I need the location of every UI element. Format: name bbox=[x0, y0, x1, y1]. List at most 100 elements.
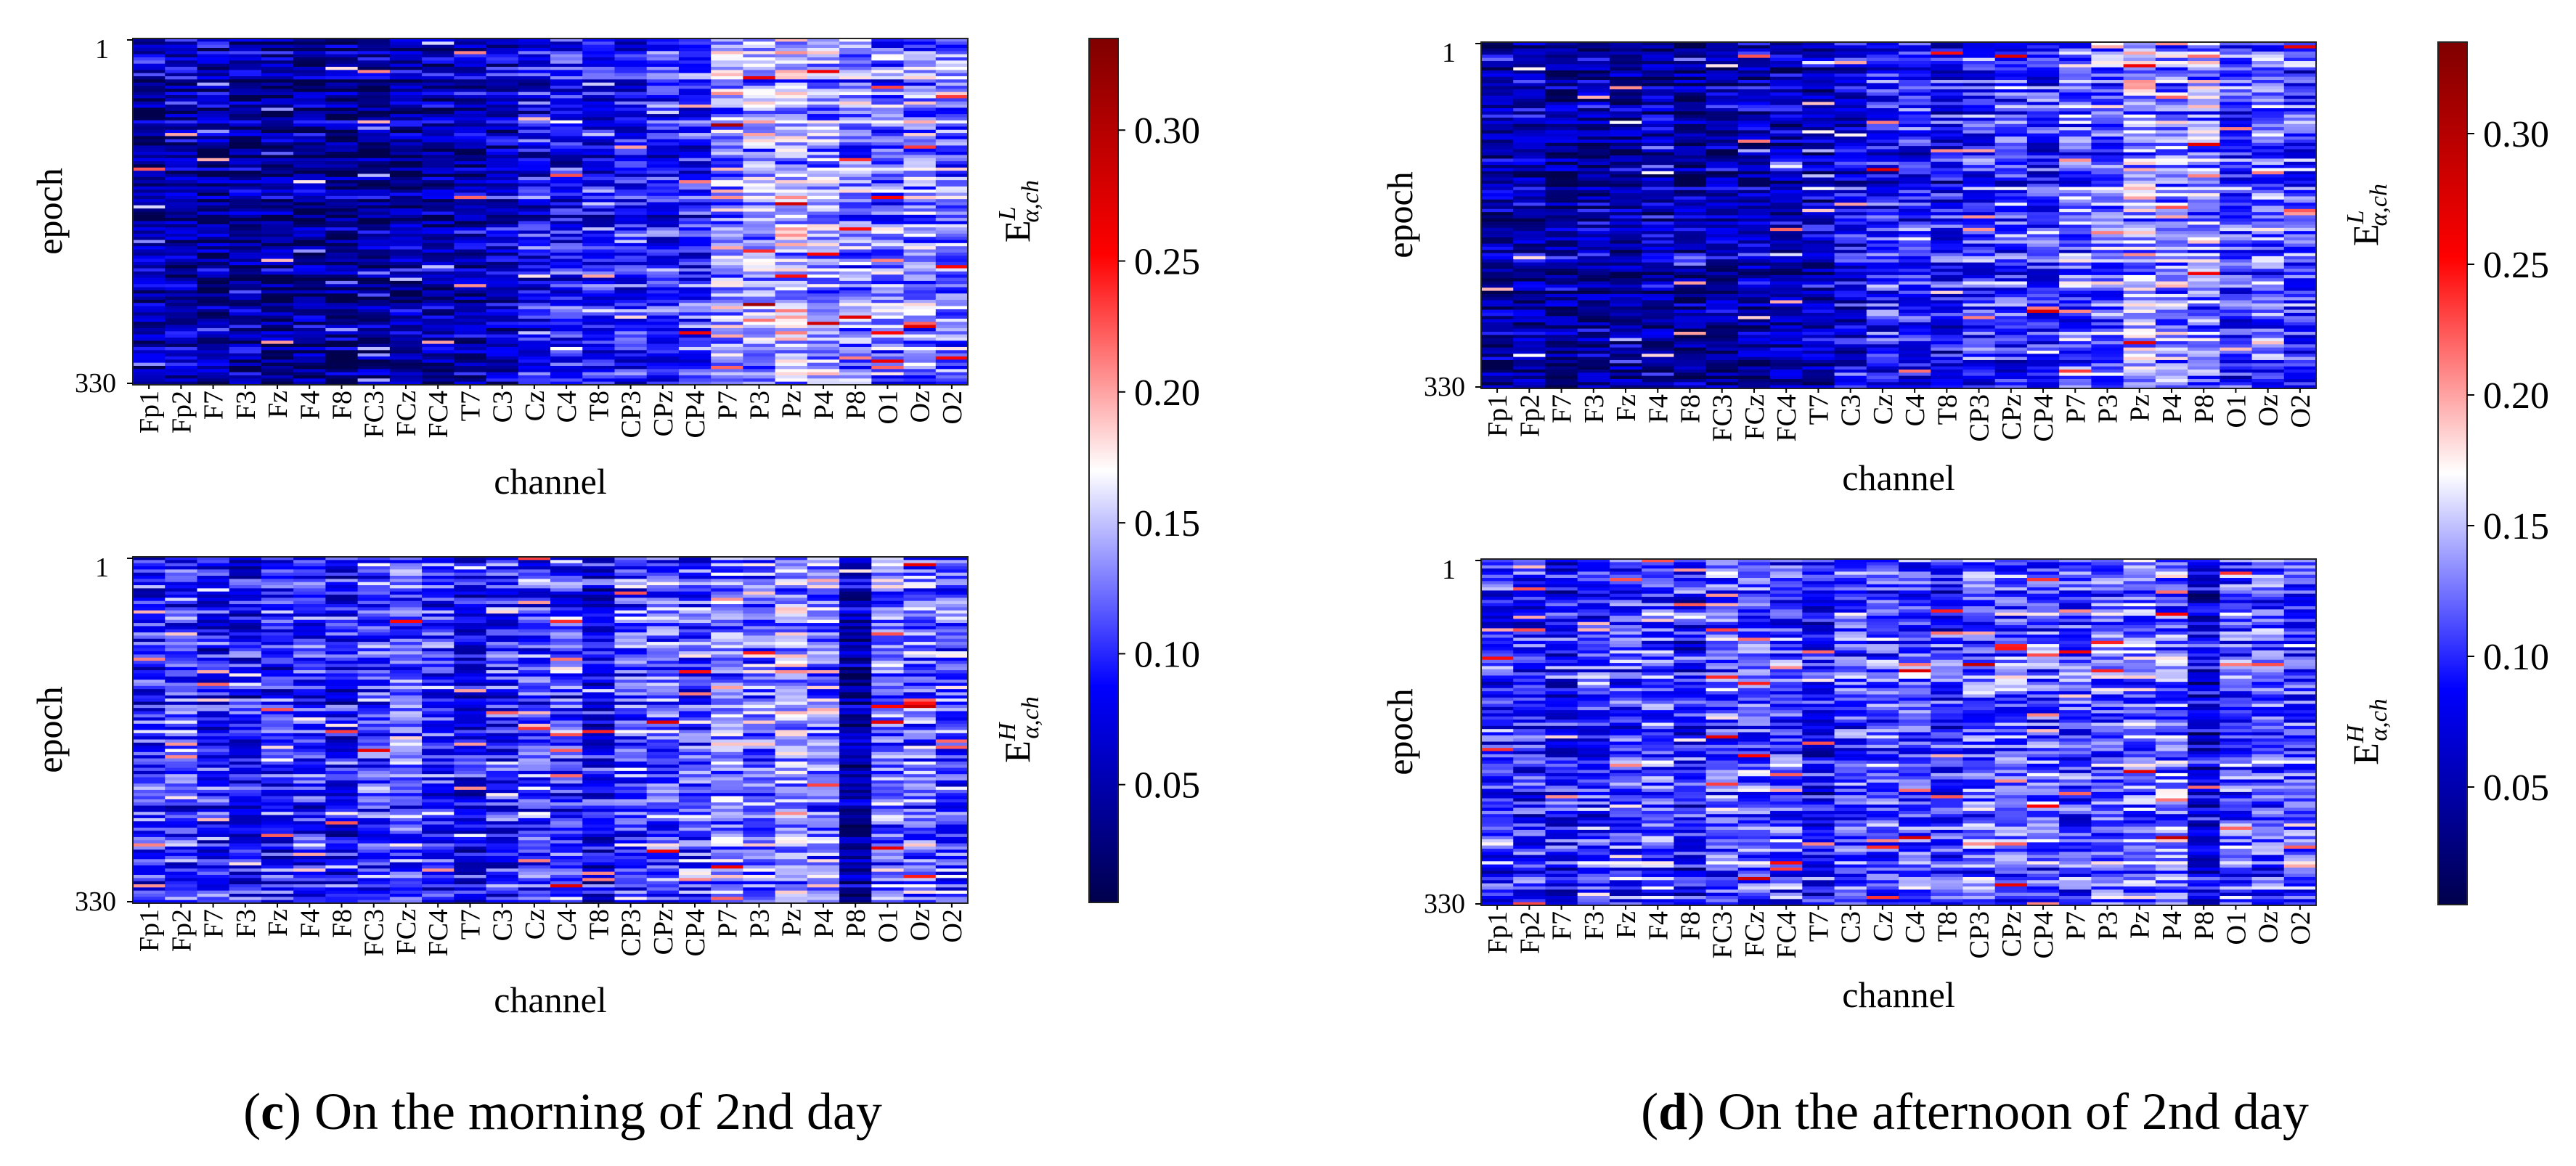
heatmap-cell bbox=[165, 152, 198, 156]
heatmap-cell bbox=[871, 372, 905, 376]
heatmap-cell bbox=[293, 51, 326, 55]
heatmap-cell bbox=[646, 309, 680, 313]
heatmap-cell bbox=[935, 214, 969, 219]
heatmap-cell bbox=[229, 237, 262, 241]
heatmap-cell bbox=[550, 680, 583, 684]
heatmap-cell bbox=[293, 751, 326, 756]
heatmap-cell bbox=[646, 60, 680, 65]
heatmap-cell bbox=[229, 110, 262, 115]
heatmap-cell bbox=[711, 76, 743, 80]
heatmap-cell bbox=[422, 101, 455, 105]
heatmap-cell bbox=[871, 258, 905, 263]
heatmap-cell bbox=[678, 595, 712, 598]
heatmap-cell bbox=[229, 123, 262, 128]
heatmap-cell bbox=[871, 378, 905, 383]
heatmap-cell bbox=[261, 751, 294, 756]
heatmap-cell bbox=[646, 629, 680, 633]
heatmap-cell bbox=[197, 145, 230, 150]
heatmap-cell bbox=[775, 176, 808, 181]
heatmap-cell bbox=[325, 362, 359, 367]
heatmap-cell bbox=[229, 783, 262, 788]
heatmap-cell bbox=[165, 563, 198, 567]
heatmap-cell bbox=[678, 195, 712, 200]
heatmap-cell bbox=[807, 689, 840, 693]
heatmap-cell bbox=[389, 623, 423, 627]
heatmap-cell bbox=[454, 369, 487, 373]
heatmap-cell bbox=[325, 673, 359, 677]
heatmap-cell bbox=[165, 343, 198, 348]
heatmap-cell bbox=[711, 293, 743, 298]
heatmap-cell bbox=[165, 793, 198, 797]
heatmap-cell bbox=[486, 246, 519, 250]
heatmap-cell bbox=[518, 221, 551, 225]
heatmap-cell bbox=[646, 598, 680, 602]
heatmap-cell bbox=[486, 105, 519, 108]
heatmap-cell bbox=[871, 290, 905, 294]
heatmap-cell bbox=[743, 322, 776, 326]
heatmap-cell bbox=[133, 161, 166, 166]
heatmap-cell bbox=[646, 676, 680, 680]
heatmap-cell bbox=[935, 107, 969, 112]
heatmap-cell bbox=[486, 799, 519, 803]
heatmap-cell bbox=[807, 362, 840, 367]
heatmap-cell bbox=[133, 661, 166, 665]
heatmap-cell bbox=[325, 666, 359, 671]
heatmap-cell bbox=[743, 114, 776, 118]
heatmap-cell bbox=[582, 793, 616, 797]
heatmap-cell bbox=[582, 51, 616, 55]
heatmap-cell bbox=[422, 192, 455, 197]
heatmap-cell bbox=[486, 613, 519, 617]
heatmap-cell bbox=[197, 86, 230, 89]
heatmap-cell bbox=[871, 303, 905, 307]
heatmap-cell bbox=[678, 704, 712, 709]
heatmap-cell bbox=[871, 280, 905, 285]
heatmap-cell bbox=[871, 369, 905, 373]
heatmap-cell bbox=[550, 101, 583, 105]
heatmap-cell bbox=[261, 566, 294, 570]
heatmap-cell bbox=[165, 110, 198, 115]
heatmap-cell bbox=[582, 730, 616, 734]
heatmap-cell bbox=[422, 277, 455, 282]
heatmap-cell bbox=[133, 337, 166, 341]
heatmap-cell bbox=[711, 136, 743, 140]
heatmap-cell bbox=[133, 755, 166, 759]
heatmap-cell bbox=[197, 661, 230, 665]
heatmap-cell bbox=[261, 579, 294, 583]
heatmap-cell bbox=[614, 761, 648, 765]
heatmap-cell bbox=[935, 560, 969, 564]
heatmap-cell bbox=[678, 261, 712, 266]
heatmap-cell bbox=[678, 73, 712, 77]
heatmap-cell bbox=[518, 158, 551, 162]
heatmap-cell bbox=[550, 205, 583, 209]
heatmap-cell bbox=[839, 381, 872, 386]
heatmap-cell bbox=[486, 63, 519, 68]
heatmap-cell bbox=[646, 129, 680, 134]
heatmap-cell bbox=[775, 582, 808, 586]
heatmap-cell bbox=[646, 727, 680, 731]
heatmap-cell bbox=[678, 89, 712, 93]
heatmap-cell bbox=[486, 730, 519, 734]
heatmap-cell bbox=[678, 670, 712, 674]
heatmap-cell bbox=[678, 139, 712, 143]
heatmap-cell bbox=[261, 802, 294, 807]
heatmap-cell bbox=[357, 651, 391, 656]
heatmap-cell bbox=[807, 751, 840, 756]
heatmap-cell bbox=[807, 240, 840, 244]
heatmap-cell bbox=[582, 287, 616, 291]
channel-tick-label: Fp1 bbox=[134, 391, 165, 433]
heatmap-cell bbox=[454, 161, 487, 166]
heatmap-cell bbox=[614, 164, 648, 168]
heatmap-cell bbox=[903, 211, 937, 216]
heatmap-cell bbox=[165, 682, 198, 687]
heatmap-cell bbox=[486, 164, 519, 168]
heatmap-cell bbox=[422, 560, 455, 564]
heatmap-cell bbox=[486, 673, 519, 677]
heatmap-cell bbox=[582, 796, 616, 800]
heatmap-cell bbox=[807, 120, 840, 124]
heatmap-cell bbox=[903, 114, 937, 118]
heatmap-cell bbox=[422, 749, 455, 753]
heatmap-cell bbox=[871, 560, 905, 564]
heatmap-cell bbox=[486, 237, 519, 241]
heatmap-cell bbox=[614, 327, 648, 332]
heatmap-cell bbox=[839, 174, 872, 178]
